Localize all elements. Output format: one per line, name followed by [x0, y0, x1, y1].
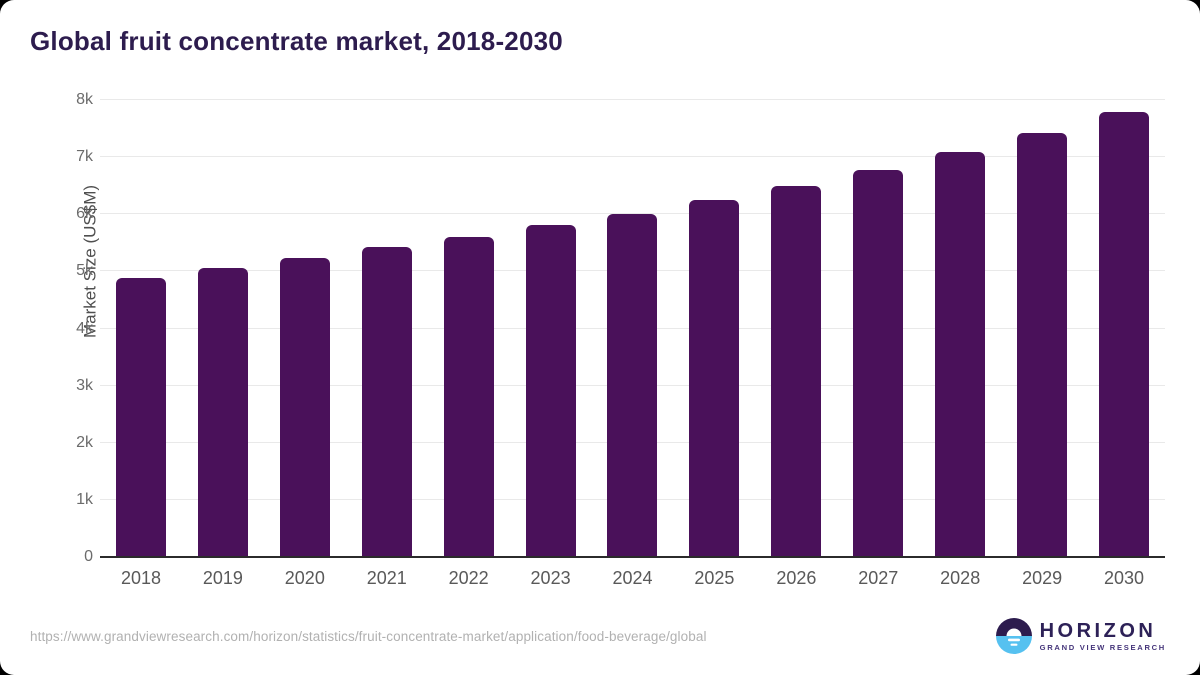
bar-slot: [592, 100, 674, 557]
bar-2023: [525, 225, 576, 557]
x-tick-label-2024: 2024: [612, 568, 653, 588]
x-tick-label-2030: 2030: [1104, 568, 1145, 588]
bar-2028: [935, 151, 986, 557]
y-tick-label: 1k: [76, 490, 93, 508]
x-axis-line: [100, 556, 1165, 558]
bar-2024: [607, 214, 658, 557]
y-tick-label: 4k: [76, 319, 93, 337]
x-tick-label-2029: 2029: [1022, 568, 1063, 588]
bar-slot: [673, 100, 755, 557]
source-url-text: https://www.grandviewresearch.com/horizo…: [30, 629, 707, 644]
x-tick-label-2020: 2020: [284, 568, 325, 588]
bar-series: [100, 100, 1165, 557]
x-tick-label-2021: 2021: [366, 568, 407, 588]
horizon-logo: HORIZON GRAND VIEW RESEARCH: [995, 618, 1166, 654]
bar-slot: [510, 100, 592, 557]
bar-2026: [771, 185, 822, 557]
bar-slot: [1001, 100, 1083, 557]
x-tick-label-2026: 2026: [776, 568, 817, 588]
gridline: [100, 213, 1165, 215]
gridline: [100, 99, 1165, 100]
x-tick-label-2018: 2018: [120, 568, 161, 588]
x-tick-label-2028: 2028: [940, 568, 981, 588]
bar-2030: [1099, 112, 1150, 557]
bar-2020: [279, 258, 330, 557]
x-axis-tick-labels: 2018 2019 2020 2021 2022 2023 2024 2025 2026 2027…: [100, 568, 1165, 589]
x-tick-label-2027: 2027: [858, 568, 899, 588]
bar-slot: [100, 100, 182, 557]
horizon-logo-subtitle: GRAND VIEW RESEARCH: [1039, 642, 1166, 652]
bar-2025: [689, 199, 740, 557]
bar-slot: [755, 100, 837, 557]
bar-2021: [361, 247, 412, 557]
bar-slot: [264, 100, 346, 557]
bar-2019: [197, 267, 248, 557]
horizon-logo-name: HORIZON: [1039, 619, 1157, 642]
y-tick-label: 6k: [76, 205, 93, 223]
horizon-logo-icon: [995, 618, 1032, 654]
bar-slot: [1083, 100, 1165, 557]
plot-area: [100, 99, 1165, 558]
chart-title: Global fruit concentrate market, 2018-20…: [30, 26, 563, 56]
y-axis-tick-labels: 0 1k 2k 3k 4k 5k 6k 7k 8k: [0, 91, 93, 565]
x-tick-label-2022: 2022: [448, 568, 489, 588]
y-tick-label: 2k: [76, 433, 93, 451]
y-tick-label: 8k: [76, 91, 93, 108]
bar-slot: [837, 100, 919, 557]
y-tick-label: 3k: [76, 376, 93, 394]
bar-2029: [1017, 133, 1068, 557]
bar-slot: [919, 100, 1001, 557]
bar-slot: [428, 100, 510, 557]
x-tick-label-2023: 2023: [530, 568, 571, 588]
y-tick-label: 0: [84, 548, 93, 565]
bar-slot: [346, 100, 428, 557]
horizon-logo-text: HORIZON GRAND VIEW RESEARCH: [1040, 621, 1166, 652]
bar-2027: [853, 169, 904, 557]
x-tick-label-2025: 2025: [694, 568, 735, 588]
bar-2018: [115, 278, 166, 557]
gridline: [100, 156, 1165, 158]
bar-2022: [443, 237, 494, 557]
bar-slot: [182, 100, 264, 557]
y-tick-label: 7k: [76, 148, 93, 166]
y-tick-label: 5k: [76, 262, 93, 280]
x-tick-label-2019: 2019: [202, 568, 243, 588]
